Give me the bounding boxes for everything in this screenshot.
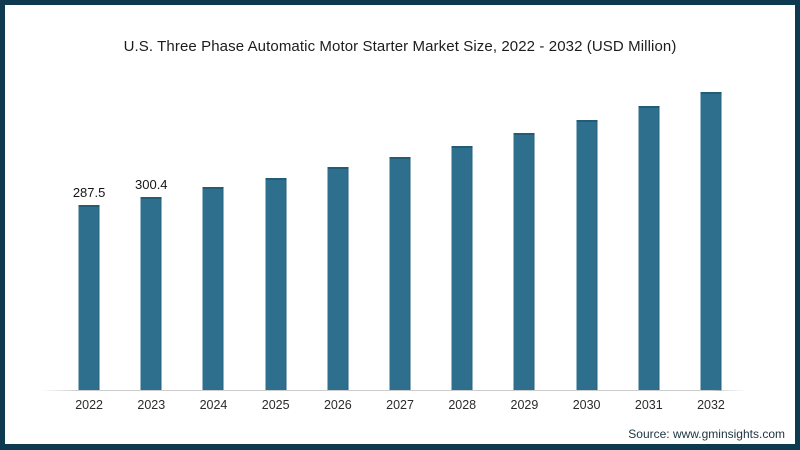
x-axis-label-2032: 2032 bbox=[697, 398, 725, 412]
bar-column-2023: 300.4 bbox=[120, 70, 182, 391]
bar-column-2030 bbox=[556, 70, 618, 391]
bar-2027 bbox=[389, 157, 411, 391]
bar-column-2022: 287.5 bbox=[58, 70, 120, 391]
plot-area: 287.5 300.4 bbox=[58, 70, 742, 391]
bar-2026 bbox=[327, 167, 349, 391]
bar-column-2028 bbox=[431, 70, 493, 391]
bar-column-2032 bbox=[680, 70, 742, 391]
x-axis-label-2025: 2025 bbox=[261, 398, 290, 412]
x-axis-label-2031: 2031 bbox=[634, 398, 663, 412]
x-axis-label-2023: 2023 bbox=[137, 398, 166, 412]
x-axis-label-2029: 2029 bbox=[510, 398, 539, 412]
bar-2022 bbox=[78, 205, 100, 391]
x-axis-label-2026: 2026 bbox=[323, 398, 352, 412]
x-axis-labels: 2022 2023 2024 2025 2026 2027 2028 2029 2030 2031… bbox=[58, 398, 742, 412]
bar-2024 bbox=[202, 187, 224, 391]
bar-2023 bbox=[140, 197, 162, 391]
bar-2025 bbox=[265, 178, 287, 391]
bar-2030 bbox=[576, 120, 598, 391]
bar-column-2029 bbox=[493, 70, 555, 391]
x-axis-label-2024: 2024 bbox=[199, 398, 228, 412]
bar-2029 bbox=[513, 133, 535, 391]
bar-column-2027 bbox=[369, 70, 431, 391]
bar-2028 bbox=[451, 146, 473, 391]
bar-column-2024 bbox=[182, 70, 244, 391]
x-axis-line bbox=[41, 390, 747, 391]
source-text: Source: www.gminsights.com bbox=[628, 427, 785, 441]
bar-2031 bbox=[638, 106, 660, 391]
x-axis-label-2028: 2028 bbox=[448, 398, 477, 412]
value-label-2023: 300.4 bbox=[135, 177, 168, 192]
x-axis-label-2030: 2030 bbox=[572, 398, 601, 412]
x-axis-label-2027: 2027 bbox=[386, 398, 414, 412]
x-axis-label-2022: 2022 bbox=[75, 398, 103, 412]
value-label-2022: 287.5 bbox=[72, 185, 106, 200]
bar-2032 bbox=[700, 92, 722, 391]
bar-column-2025 bbox=[245, 70, 307, 391]
bar-column-2031 bbox=[618, 70, 680, 391]
bar-column-2026 bbox=[307, 70, 369, 391]
chart-title: U.S. Three Phase Automatic Motor Starter… bbox=[123, 38, 677, 55]
